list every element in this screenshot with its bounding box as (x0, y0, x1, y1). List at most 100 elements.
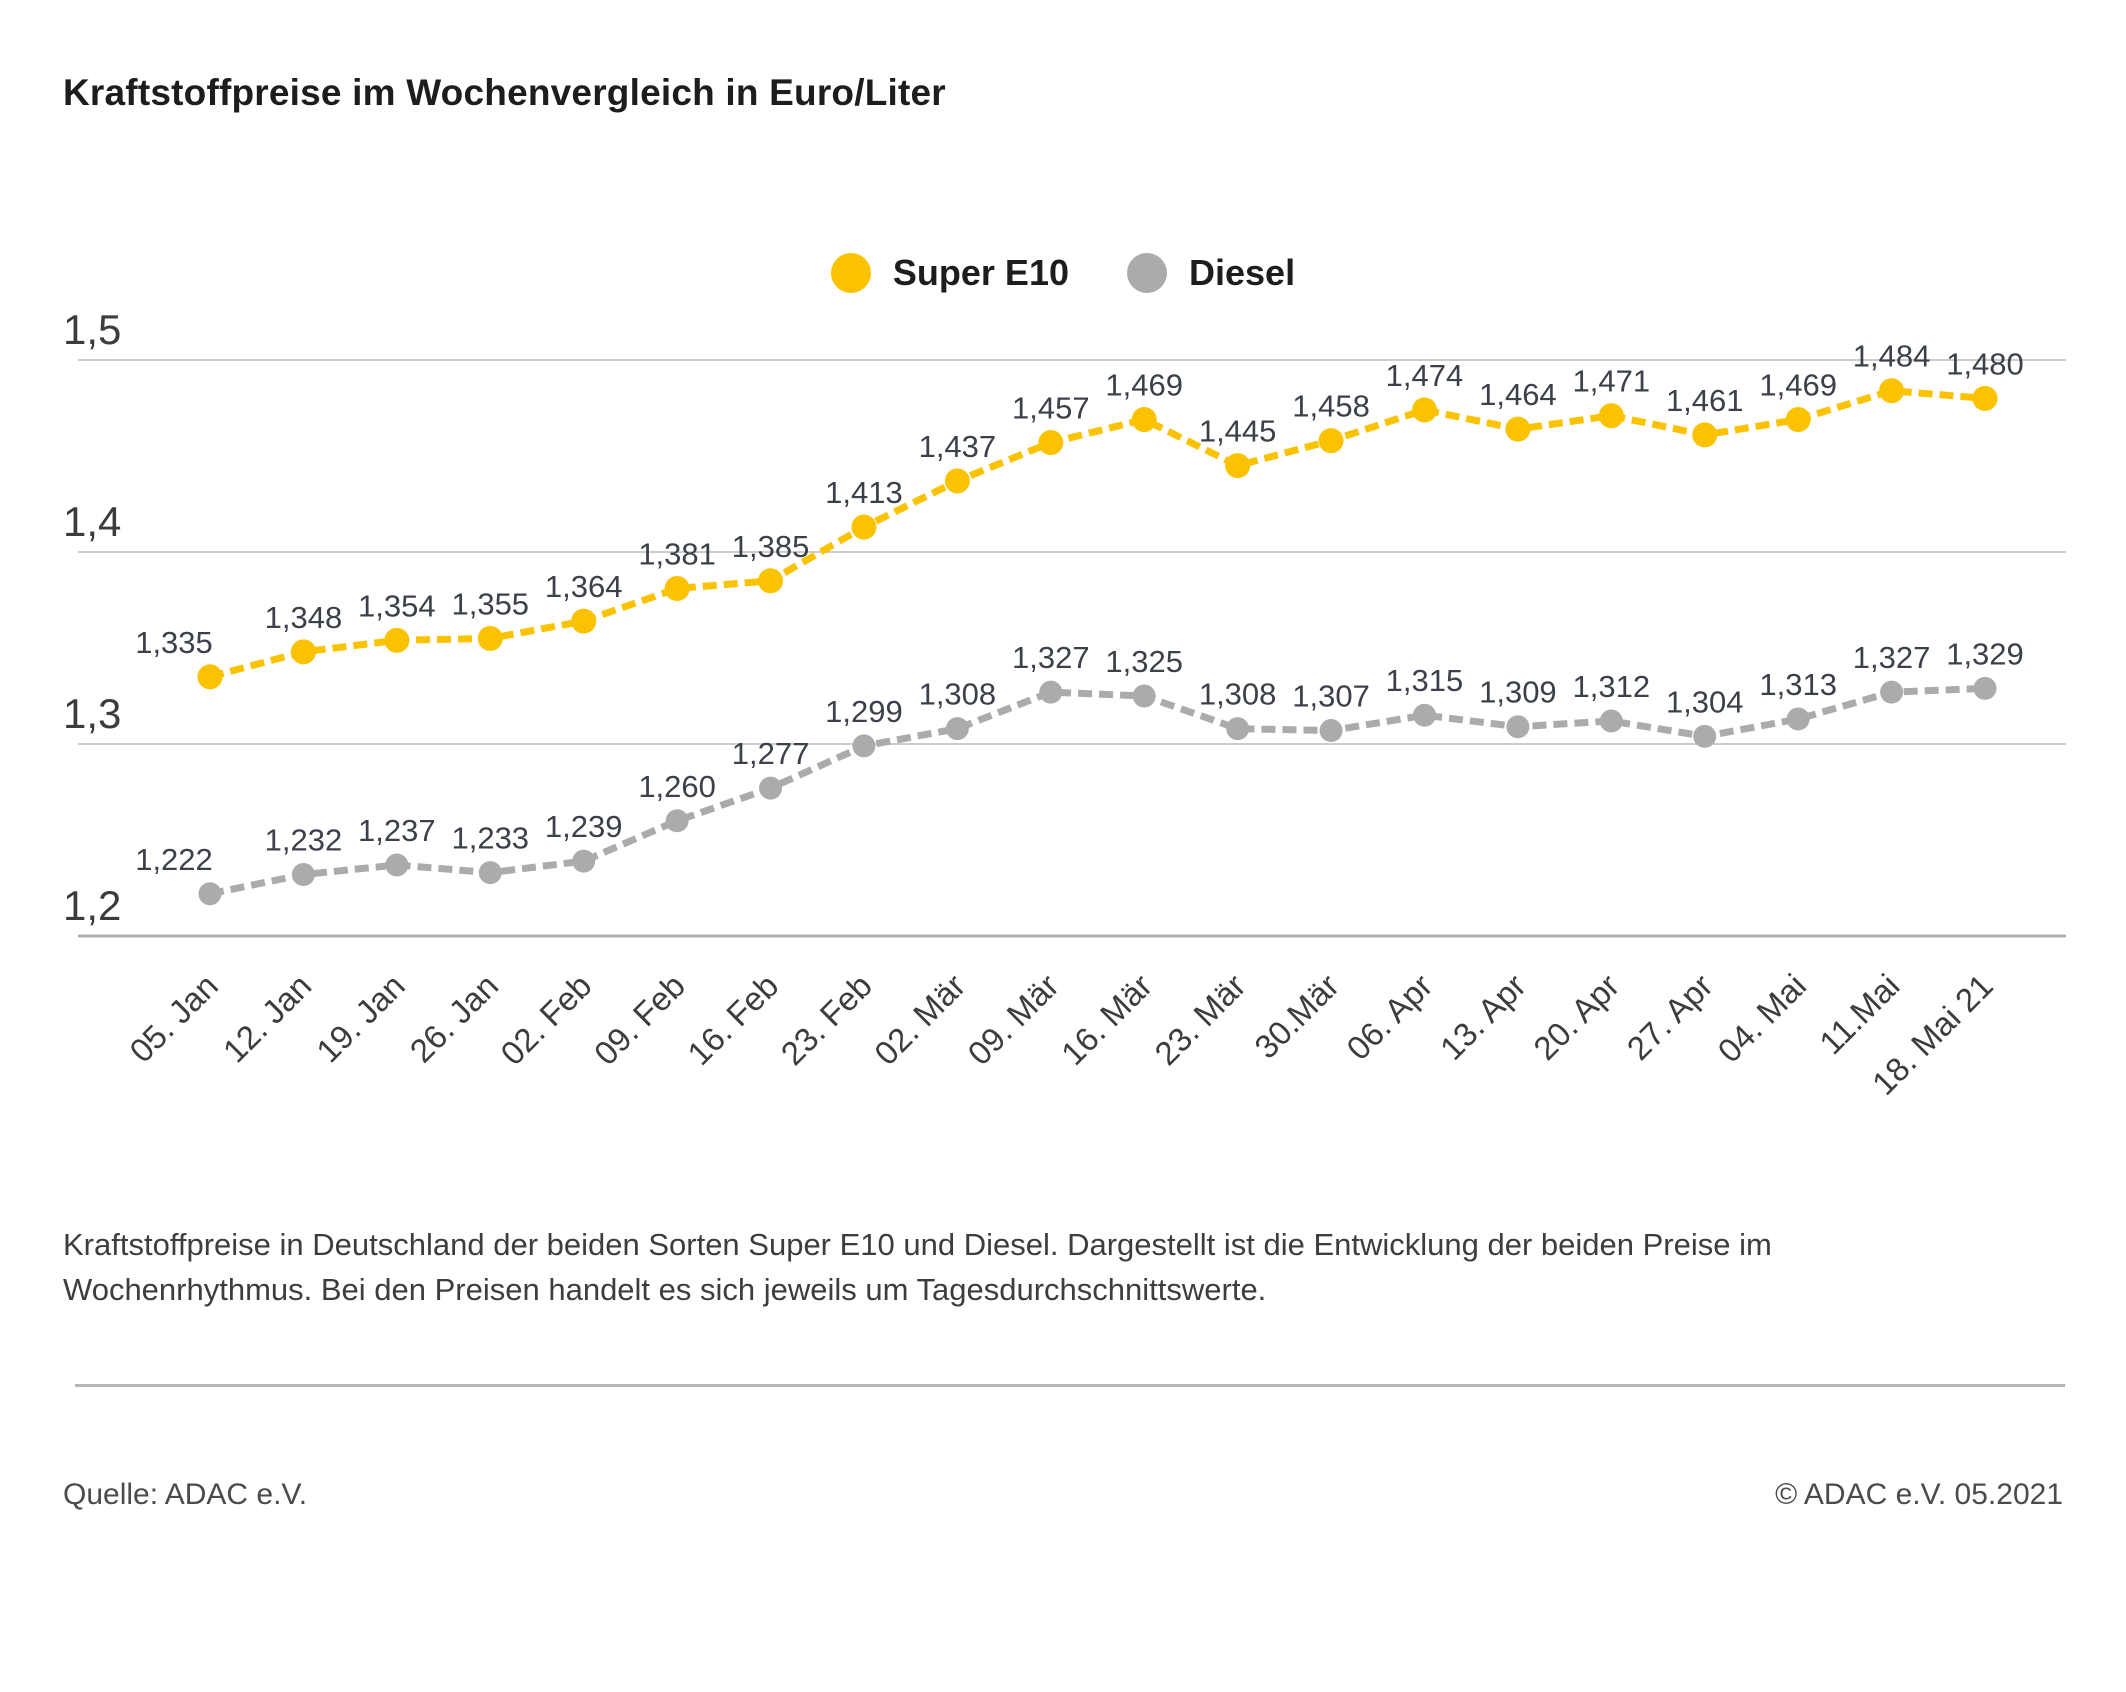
super-e10-point (290, 639, 316, 665)
super-e10-point (477, 625, 503, 651)
super-e10-value-label: 1,355 (451, 586, 529, 621)
y-tick-label: 1,5 (63, 306, 121, 353)
super-e10-point (1972, 385, 1998, 411)
super-e10-dot-icon (830, 253, 871, 293)
x-tick-label: 16. Feb (680, 967, 785, 1072)
super-e10-value-label: 1,469 (1759, 368, 1837, 403)
super-e10-point (1692, 422, 1718, 448)
diesel-point (478, 861, 502, 885)
diesel-value-label: 1,327 (1012, 640, 1090, 675)
diesel-point (1506, 715, 1530, 739)
diesel-value-label: 1,312 (1573, 669, 1651, 704)
diesel-value-label: 1,329 (1946, 636, 2024, 671)
x-tick-label: 06. Apr (1339, 967, 1439, 1067)
x-tick-label: 30.Mär (1247, 967, 1346, 1066)
super-e10-point (1131, 407, 1157, 433)
diesel-value-label: 1,308 (1199, 677, 1277, 712)
diesel-value-label: 1,325 (1105, 644, 1183, 679)
x-tick-label: 26. Jan (403, 967, 506, 1070)
super-e10-point (664, 575, 690, 601)
x-tick-label: 16. Mär (1054, 967, 1159, 1072)
diesel-value-label: 1,315 (1386, 663, 1464, 698)
super-e10-value-label: 1,354 (358, 588, 436, 623)
super-e10-point (1505, 416, 1531, 442)
legend-item-super-e10: Super E10 (830, 252, 1069, 294)
diesel-point (1693, 724, 1717, 748)
super-e10-value-label: 1,464 (1479, 377, 1557, 412)
super-e10-value-label: 1,437 (919, 429, 997, 464)
super-e10-value-label: 1,471 (1573, 364, 1651, 399)
super-e10-value-label: 1,348 (265, 600, 343, 635)
x-tick-label: 05. Jan (122, 967, 225, 1070)
diesel-point (1039, 680, 1063, 704)
diesel-value-label: 1,239 (545, 809, 623, 844)
chart-description: Kraftstoffpreise in Deutschland der beid… (63, 1227, 1772, 1307)
super-e10-value-label: 1,335 (135, 625, 213, 660)
super-e10-value-label: 1,385 (732, 529, 810, 564)
diesel-point (1319, 719, 1343, 743)
diesel-value-label: 1,307 (1292, 679, 1370, 714)
super-e10-value-label: 1,480 (1946, 346, 2024, 381)
super-e10-point (571, 608, 597, 634)
diesel-point (1973, 676, 1997, 700)
super-e10-point (1411, 397, 1437, 423)
page-title: Kraftstoffpreise im Wochenvergleich in E… (63, 72, 946, 113)
super-e10-value-label: 1,381 (638, 536, 716, 571)
super-e10-value-label: 1,474 (1386, 358, 1464, 393)
copyright-text: © ADAC e.V. 05.2021 (1775, 1478, 2063, 1511)
super-e10-point (851, 514, 877, 540)
diesel-point (945, 717, 969, 741)
y-tick-label: 1,2 (63, 882, 121, 929)
diesel-value-label: 1,232 (265, 823, 343, 858)
footer-divider (75, 1384, 2065, 1387)
y-tick-label: 1,3 (63, 690, 121, 737)
diesel-point (1880, 680, 1904, 704)
diesel-value-label: 1,237 (358, 813, 436, 848)
diesel-point (291, 863, 315, 887)
diesel-point (852, 734, 876, 758)
diesel-point (1786, 707, 1810, 731)
x-tick-label: 19. Jan (309, 967, 412, 1070)
diesel-value-label: 1,327 (1853, 640, 1931, 675)
diesel-value-label: 1,313 (1759, 667, 1837, 702)
x-tick-label: 02. Mär (867, 967, 972, 1072)
x-tick-label: 23. Mär (1147, 967, 1252, 1072)
diesel-point (198, 882, 222, 906)
super-e10-value-label: 1,445 (1199, 414, 1277, 449)
diesel-line (209, 684, 1986, 898)
x-tick-label: 04. Mai (1710, 967, 1813, 1070)
x-tick-label: 27. Apr (1620, 967, 1720, 1067)
super-e10-value-label: 1,469 (1105, 368, 1183, 403)
diesel-point (1226, 717, 1250, 741)
x-tick-label: 20. Apr (1526, 967, 1626, 1067)
super-e10-point (1879, 378, 1905, 404)
super-e10-point (384, 627, 410, 653)
diesel-value-label: 1,304 (1666, 684, 1744, 719)
legend-label-diesel: Diesel (1189, 252, 1296, 293)
legend-label-super-e10: Super E10 (892, 252, 1069, 293)
x-tick-label: 13. Apr (1433, 967, 1533, 1067)
x-tick-label: 23. Feb (774, 967, 879, 1072)
super-e10-line (209, 387, 1986, 681)
x-tick-label: 02. Feb (493, 967, 598, 1072)
super-e10-value-label: 1,364 (545, 569, 623, 604)
diesel-value-label: 1,299 (825, 694, 903, 729)
super-e10-point (1225, 453, 1251, 479)
super-e10-point (1318, 428, 1344, 454)
diesel-value-label: 1,308 (919, 677, 997, 712)
diesel-value-label: 1,277 (732, 736, 810, 771)
x-tick-label: 09. Mär (960, 967, 1065, 1072)
super-e10-point (1598, 403, 1624, 429)
legend-item-diesel: Diesel (1127, 252, 1295, 294)
chart-legend: Super E10 Diesel (0, 252, 2126, 294)
x-tick-label: 12. Jan (216, 967, 319, 1070)
super-e10-value-label: 1,458 (1292, 389, 1370, 424)
diesel-value-label: 1,233 (451, 821, 529, 856)
x-tick-label: 09. Feb (587, 967, 692, 1072)
diesel-point (1132, 684, 1156, 708)
super-e10-value-label: 1,461 (1666, 383, 1744, 418)
diesel-point (1412, 703, 1436, 727)
super-e10-value-label: 1,484 (1853, 339, 1931, 374)
super-e10-point (1785, 407, 1811, 433)
